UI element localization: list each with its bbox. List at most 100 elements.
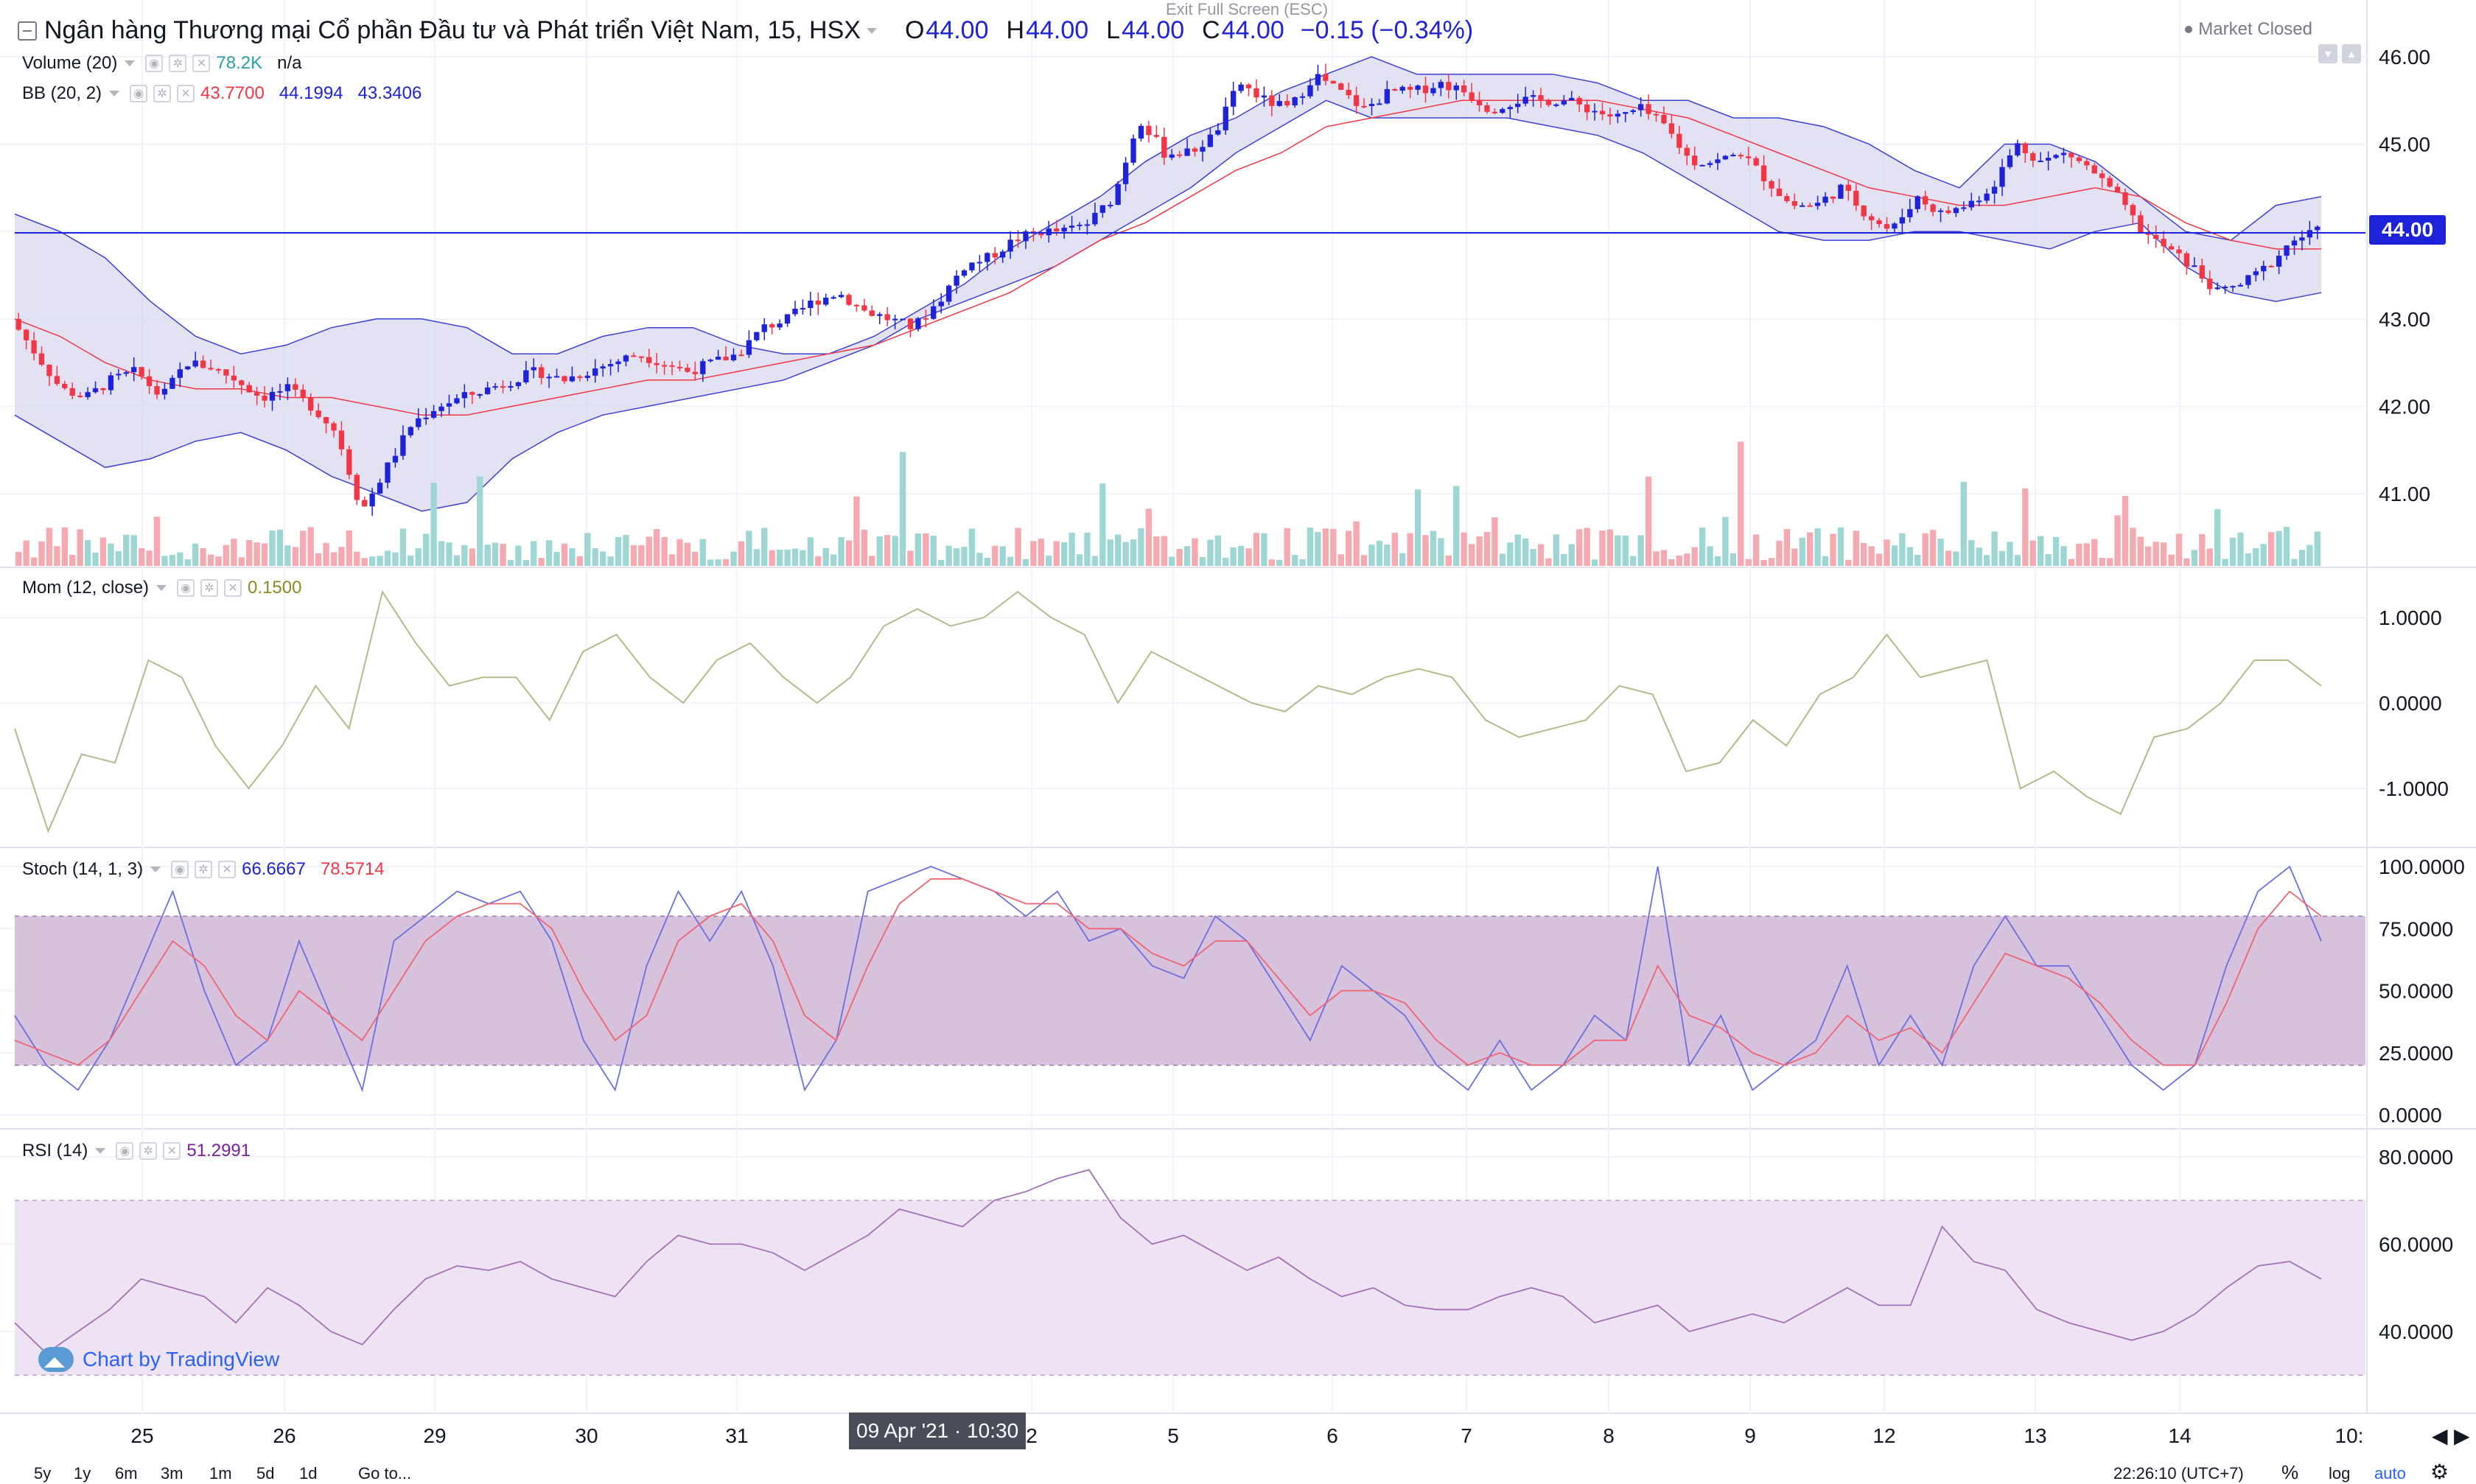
eye-icon[interactable]: ◉ [116, 1142, 134, 1160]
volume-bar [477, 476, 483, 566]
volume-bar [2307, 545, 2313, 566]
volume-bar [1015, 528, 1021, 566]
chevron-down-icon[interactable] [109, 91, 120, 97]
candle-body [1730, 155, 1736, 157]
volume-bar [531, 541, 537, 566]
chevron-down-icon[interactable] [156, 585, 167, 591]
range-5d-button[interactable]: 5d [256, 1464, 275, 1483]
volume-bar [1499, 553, 1506, 566]
volume-bar [1268, 559, 1276, 566]
range-5y-button[interactable]: 5y [34, 1464, 52, 1483]
volume-bar [1399, 553, 1406, 566]
close-icon[interactable]: ✕ [177, 85, 195, 102]
range-1m-button[interactable]: 1m [209, 1464, 232, 1483]
tradingview-watermark[interactable]: Chart by TradingView [38, 1347, 279, 1372]
volume-bar [1537, 544, 1545, 566]
candle-body [23, 329, 29, 340]
volume-bar [1115, 534, 1122, 566]
candle-body [2214, 287, 2220, 290]
close-icon[interactable]: ✕ [218, 861, 237, 878]
bb-name[interactable]: BB (20, 2) [22, 83, 102, 103]
range-1d-button[interactable]: 1d [299, 1464, 318, 1483]
candle-body [945, 285, 952, 302]
candle-body [1630, 110, 1636, 113]
log-scale-toggle[interactable]: log [2329, 1464, 2351, 1483]
candle-body [1122, 162, 1129, 184]
candle-body [1899, 217, 1906, 224]
eye-icon[interactable]: ◉ [177, 579, 195, 597]
arrow-up-icon[interactable]: ▲ [2342, 44, 2361, 63]
candle-body [438, 406, 444, 411]
candle-body [1038, 232, 1044, 236]
eye-icon[interactable]: ◉ [130, 85, 148, 102]
volume-bar [2253, 547, 2259, 566]
volume-bar [668, 554, 676, 566]
goto-date-button[interactable]: Go to... [358, 1464, 412, 1483]
volume-bar [1776, 540, 1783, 566]
range-1y-button[interactable]: 1y [74, 1464, 91, 1483]
chevron-down-icon[interactable] [125, 60, 136, 66]
candle-body [2060, 153, 2067, 155]
volume-name[interactable]: Volume (20) [22, 53, 118, 73]
volume-bar [1438, 538, 1444, 566]
bb-basis-value: 43.7700 [200, 83, 265, 103]
candle-body [1330, 80, 1336, 84]
volume-bar [1837, 527, 1844, 566]
volume-bar [246, 539, 253, 566]
candle-body [961, 270, 968, 276]
chevron-down-icon[interactable] [95, 1148, 106, 1154]
eye-icon[interactable]: ◉ [171, 861, 189, 878]
candle-body [1276, 101, 1282, 106]
close-icon[interactable]: ✕ [192, 55, 211, 72]
rsi-name[interactable]: RSI (14) [22, 1141, 88, 1161]
candle-body [715, 357, 721, 360]
close-icon[interactable]: ✕ [224, 579, 242, 597]
volume-bar [1545, 558, 1552, 566]
range-3m-button[interactable]: 3m [161, 1464, 183, 1483]
volume-bar [38, 541, 45, 566]
candle-body [1760, 165, 1767, 181]
candle-body [1146, 125, 1152, 136]
volume-bar [23, 540, 29, 566]
volume-bar [869, 556, 875, 566]
gear-icon[interactable]: ✲ [195, 861, 213, 878]
arrow-down-icon[interactable]: ▼ [2318, 44, 2337, 63]
percent-scale-toggle[interactable]: % [2281, 1461, 2299, 1483]
volume-bar [315, 553, 322, 566]
volume-bar [330, 552, 338, 566]
close-icon[interactable]: ✕ [163, 1142, 181, 1160]
volume-bar [1983, 555, 1990, 566]
volume-bar [607, 556, 614, 566]
candle-body [1007, 239, 1013, 252]
scroll-right-icon[interactable]: ▶ [2454, 1424, 2470, 1447]
volume-bar [261, 543, 268, 566]
volume-bar [2268, 532, 2275, 566]
settings-gear-icon[interactable]: ⚙ [2430, 1460, 2449, 1483]
volume-bar [1091, 556, 1099, 566]
mom-name[interactable]: Mom (12, close) [22, 578, 150, 598]
time-axis-label: 26 [273, 1424, 295, 1447]
gear-icon[interactable]: ✲ [200, 579, 219, 597]
range-6m-button[interactable]: 6m [115, 1464, 138, 1483]
scroll-left-icon[interactable]: ◀ [2432, 1424, 2448, 1447]
gear-icon[interactable]: ✲ [153, 85, 172, 102]
candle-body [1830, 196, 1836, 199]
gear-icon[interactable]: ✲ [169, 55, 187, 72]
symbol-title[interactable]: Ngân hàng Thương mại Cổ phần Đầu tư và P… [44, 16, 861, 44]
stoch-name[interactable]: Stoch (14, 1, 3) [22, 859, 144, 879]
time-axis-label: 25 [130, 1424, 153, 1447]
gear-icon[interactable]: ✲ [139, 1142, 158, 1160]
candle-body [2114, 186, 2121, 193]
volume-bar [569, 548, 576, 566]
auto-scale-toggle[interactable]: auto [2374, 1464, 2406, 1483]
clock-display[interactable]: 22:26:10 (UTC+7) [2113, 1464, 2244, 1483]
chevron-down-icon[interactable] [866, 27, 877, 34]
volume-bar [1914, 555, 1921, 566]
collapse-legend-icon[interactable] [18, 21, 37, 41]
chevron-down-icon[interactable] [150, 867, 161, 872]
volume-bar [884, 535, 891, 566]
eye-icon[interactable]: ◉ [145, 55, 164, 72]
exit-fullscreen-button[interactable]: Exit Full Screen (ESC) [1166, 0, 1329, 18]
candle-body [1161, 136, 1167, 158]
